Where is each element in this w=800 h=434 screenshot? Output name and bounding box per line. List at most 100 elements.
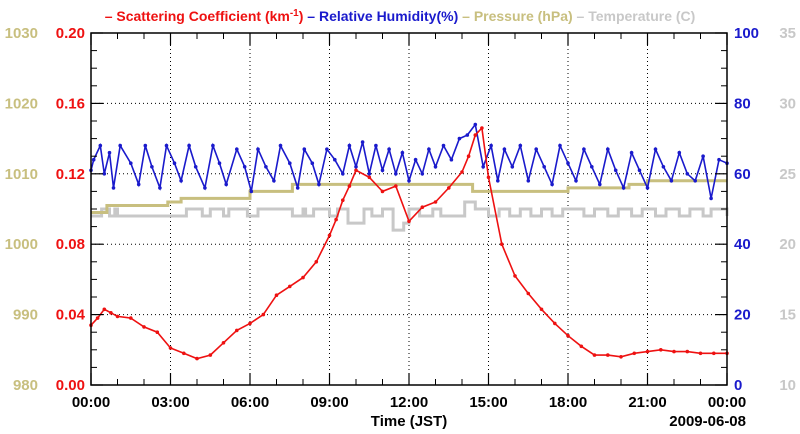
relative-humidity-point xyxy=(347,143,352,148)
scattering-coefficient-km-line xyxy=(90,126,727,360)
relative-humidity-point xyxy=(242,165,247,169)
scattering-coefficient-km-point xyxy=(102,307,107,312)
scattering-coefficient-km-point xyxy=(182,351,186,356)
scattering-coefficient-km-point xyxy=(334,217,338,222)
relative-humidity-point xyxy=(288,161,292,165)
scattering-coefficient-km-point xyxy=(606,353,610,357)
relative-humidity-point xyxy=(102,172,107,176)
relative-humidity-point xyxy=(621,186,626,190)
scattering-coefficient-km-point xyxy=(221,341,226,345)
relative-humidity-point xyxy=(272,179,276,183)
relative-humidity-point xyxy=(629,150,634,155)
scattering-coefficient-km-point xyxy=(155,330,160,335)
scattering-coefficient-km-point xyxy=(327,233,332,238)
pressure-tick-label: 1000 xyxy=(5,236,38,253)
x-tick-label: 00:00 xyxy=(72,394,110,411)
scattering-coefficient-km-point xyxy=(301,275,305,280)
humidity-tick-label: 0 xyxy=(734,377,742,394)
legend: – Scattering Coefficient (km-1) – Relati… xyxy=(105,8,696,25)
relative-humidity-point xyxy=(367,172,372,176)
scattering-coefficient-km-point xyxy=(142,325,146,329)
temperature-tick-label: 25 xyxy=(779,166,796,183)
relative-humidity-point xyxy=(637,168,642,173)
x-axis-label: Time (JST) xyxy=(371,413,447,430)
relative-humidity-point xyxy=(193,165,198,169)
relative-humidity-point xyxy=(709,196,713,201)
x-tick-label: 09:00 xyxy=(310,394,348,411)
scattering-coefficient-km-point xyxy=(235,328,239,333)
scattering-coefficient-km-point xyxy=(168,346,173,350)
relative-humidity-point xyxy=(179,179,183,183)
relative-humidity-point xyxy=(420,172,425,176)
relative-humidity-point xyxy=(473,122,478,127)
temperature-c-line xyxy=(91,200,729,232)
relative-humidity-point xyxy=(354,165,358,169)
pressure-tick-label: 980 xyxy=(13,377,38,394)
relative-humidity-point xyxy=(302,147,307,151)
relative-humidity-point xyxy=(264,165,268,169)
humidity-tick-label: 20 xyxy=(734,307,751,324)
scattering-coefficient-km-point xyxy=(341,198,345,202)
scattering-coefficient-km-point xyxy=(208,353,213,357)
relative-humidity-point xyxy=(510,165,515,169)
scattering-coefficient-km-point xyxy=(672,349,676,354)
scattering-coefficient-km-point xyxy=(367,175,372,180)
scattering-coefficient-km-point xyxy=(347,184,352,188)
relative-humidity-point xyxy=(150,165,154,169)
relative-humidity-point xyxy=(407,179,411,183)
relative-humidity-point xyxy=(295,186,300,190)
scattering-coefficient-km-point xyxy=(500,242,504,246)
relative-humidity-point xyxy=(341,172,345,176)
scattering-coefficient-km-point xyxy=(712,351,716,356)
scattering-coefficient-km-point xyxy=(248,321,252,326)
scattering-coefficient-km-point xyxy=(480,126,484,130)
temperature-tick-label: 30 xyxy=(779,95,796,112)
relative-humidity-point xyxy=(558,143,562,148)
legend-item-part: – Relative Humidity(%) xyxy=(303,8,458,24)
legend-item-part: ) xyxy=(299,8,304,24)
temperature-tick-label: 10 xyxy=(779,377,796,394)
relative-humidity-point xyxy=(566,161,570,165)
relative-humidity-point xyxy=(360,140,365,144)
relative-humidity-point xyxy=(653,147,658,151)
scattering-coefficient-km-point xyxy=(619,355,623,359)
relative-humidity-point xyxy=(129,161,133,165)
scattering-coefficient-km-point xyxy=(513,274,517,278)
relative-humidity-point xyxy=(542,165,546,169)
temperature-tick-label: 35 xyxy=(779,25,796,42)
relative-humidity-point xyxy=(111,186,116,190)
relative-humidity-point xyxy=(701,154,705,158)
relative-humidity-point xyxy=(235,147,239,151)
x-tick-label: 15:00 xyxy=(469,394,507,411)
relative-humidity-point xyxy=(489,143,493,148)
relative-humidity-point xyxy=(118,143,122,148)
relative-humidity-point xyxy=(325,147,329,151)
legend-item-part: -1 xyxy=(290,8,299,19)
relative-humidity-point xyxy=(582,147,586,151)
relative-humidity-point xyxy=(249,189,254,194)
scattering-tick-label: 0.20 xyxy=(56,25,85,42)
relative-humidity-point xyxy=(413,157,418,162)
relative-humidity-point xyxy=(203,186,207,190)
scattering-coefficient-km-point xyxy=(129,316,133,320)
pressure-tick-label: 1010 xyxy=(5,166,38,183)
scattering-coefficient-km-point xyxy=(433,200,438,204)
scattering-tick-label: 0.00 xyxy=(56,377,85,394)
scattering-coefficient-km-point xyxy=(115,314,120,319)
relative-humidity-point xyxy=(433,165,438,169)
relative-humidity-point xyxy=(394,172,398,176)
relative-humidity-point xyxy=(693,179,697,183)
x-tick-label: 18:00 xyxy=(549,394,587,411)
scattering-coefficient-km-point xyxy=(460,170,464,174)
x-tick-label: 03:00 xyxy=(151,394,189,411)
pressure-tick-label: 1020 xyxy=(5,95,38,112)
scattering-coefficient-km-point xyxy=(407,219,411,224)
legend-text: – Scattering Coefficient (km-1) – Relati… xyxy=(105,8,696,25)
relative-humidity-point xyxy=(143,143,148,148)
scattering-coefficient-km-point xyxy=(632,351,637,356)
relative-humidity-point xyxy=(550,182,554,187)
humidity-tick-label: 80 xyxy=(734,95,751,112)
scattering-coefficient-km-point xyxy=(288,284,292,289)
relative-humidity-point xyxy=(496,179,500,183)
